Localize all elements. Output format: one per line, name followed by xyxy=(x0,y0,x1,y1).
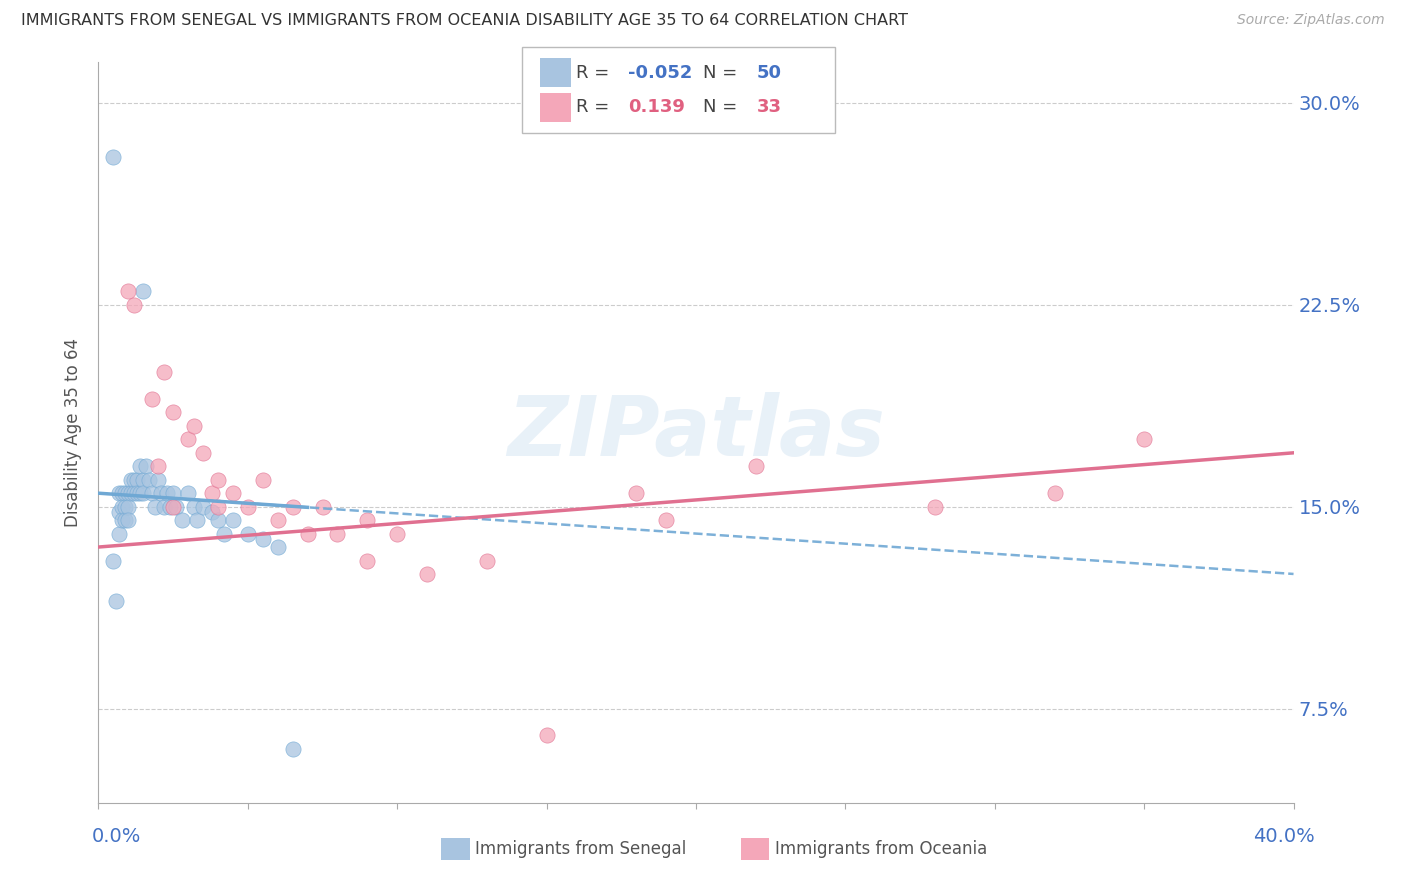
Point xyxy=(191,500,214,514)
Point xyxy=(222,513,245,527)
Point xyxy=(356,513,378,527)
Point xyxy=(132,473,155,487)
Point xyxy=(1133,433,1156,447)
Point xyxy=(177,433,200,447)
Text: -0.052: -0.052 xyxy=(628,64,693,82)
Text: N =: N = xyxy=(703,64,742,82)
Point xyxy=(416,566,439,581)
Point xyxy=(201,486,224,500)
Point xyxy=(108,486,131,500)
Point xyxy=(311,500,333,514)
Point xyxy=(924,500,946,514)
Point xyxy=(207,500,229,514)
Point xyxy=(212,526,235,541)
Point xyxy=(120,486,142,500)
Point xyxy=(120,473,142,487)
Point xyxy=(153,500,176,514)
Point xyxy=(141,486,163,500)
Point xyxy=(117,513,139,527)
Point xyxy=(124,473,146,487)
Point xyxy=(153,365,176,379)
Text: 50: 50 xyxy=(756,64,782,82)
Point xyxy=(297,526,319,541)
Point xyxy=(135,459,157,474)
Point xyxy=(129,486,152,500)
Point xyxy=(138,473,160,487)
Point xyxy=(191,446,214,460)
Point xyxy=(103,150,125,164)
Text: 33: 33 xyxy=(756,98,782,116)
Point xyxy=(536,729,558,743)
Point xyxy=(108,505,131,519)
Text: IMMIGRANTS FROM SENEGAL VS IMMIGRANTS FROM OCEANIA DISABILITY AGE 35 TO 64 CORRE: IMMIGRANTS FROM SENEGAL VS IMMIGRANTS FR… xyxy=(21,13,908,29)
Point xyxy=(183,500,205,514)
Text: Immigrants from Senegal: Immigrants from Senegal xyxy=(475,840,686,858)
Point xyxy=(129,459,152,474)
Text: N =: N = xyxy=(703,98,742,116)
Point xyxy=(236,500,259,514)
Point xyxy=(252,532,274,546)
Point xyxy=(127,486,149,500)
Point xyxy=(183,418,205,433)
Point xyxy=(222,486,245,500)
Point xyxy=(356,553,378,567)
Point xyxy=(162,500,184,514)
Text: Source: ZipAtlas.com: Source: ZipAtlas.com xyxy=(1237,13,1385,28)
Point xyxy=(111,513,134,527)
Point xyxy=(111,486,134,500)
Point xyxy=(281,742,304,756)
Point xyxy=(326,526,349,541)
Point xyxy=(267,540,290,554)
Point xyxy=(207,473,229,487)
Text: ZIPatlas: ZIPatlas xyxy=(508,392,884,473)
Point xyxy=(385,526,409,541)
Point xyxy=(103,553,125,567)
Point xyxy=(148,459,170,474)
Point xyxy=(165,500,187,514)
Point xyxy=(655,513,678,527)
Text: R =: R = xyxy=(576,64,616,82)
Point xyxy=(114,500,136,514)
Point xyxy=(117,285,139,299)
Text: 0.139: 0.139 xyxy=(628,98,685,116)
Point xyxy=(141,392,163,406)
Point xyxy=(201,505,224,519)
Point xyxy=(108,526,131,541)
Point xyxy=(117,500,139,514)
Point xyxy=(186,513,208,527)
Text: 0.0%: 0.0% xyxy=(91,827,141,847)
Point xyxy=(159,500,181,514)
Point xyxy=(1043,486,1066,500)
Point xyxy=(172,513,194,527)
Point xyxy=(132,285,155,299)
Point xyxy=(111,500,134,514)
Point xyxy=(132,486,155,500)
Point xyxy=(117,486,139,500)
Point xyxy=(267,513,290,527)
Point xyxy=(162,486,184,500)
Point xyxy=(148,473,170,487)
Point xyxy=(626,486,648,500)
Y-axis label: Disability Age 35 to 64: Disability Age 35 to 64 xyxy=(65,338,83,527)
Point xyxy=(150,486,173,500)
Text: 40.0%: 40.0% xyxy=(1253,827,1315,847)
Point xyxy=(124,298,146,312)
Point xyxy=(475,553,498,567)
Point xyxy=(236,526,259,541)
Point xyxy=(124,486,146,500)
Point xyxy=(177,486,200,500)
Text: Immigrants from Oceania: Immigrants from Oceania xyxy=(775,840,987,858)
Point xyxy=(127,473,149,487)
Point xyxy=(114,513,136,527)
Point xyxy=(207,513,229,527)
Point xyxy=(156,486,179,500)
Text: R =: R = xyxy=(576,98,616,116)
Point xyxy=(162,405,184,419)
Point xyxy=(745,459,768,474)
Point xyxy=(281,500,304,514)
Point xyxy=(143,500,166,514)
Point xyxy=(252,473,274,487)
Point xyxy=(105,594,128,608)
Point xyxy=(114,486,136,500)
